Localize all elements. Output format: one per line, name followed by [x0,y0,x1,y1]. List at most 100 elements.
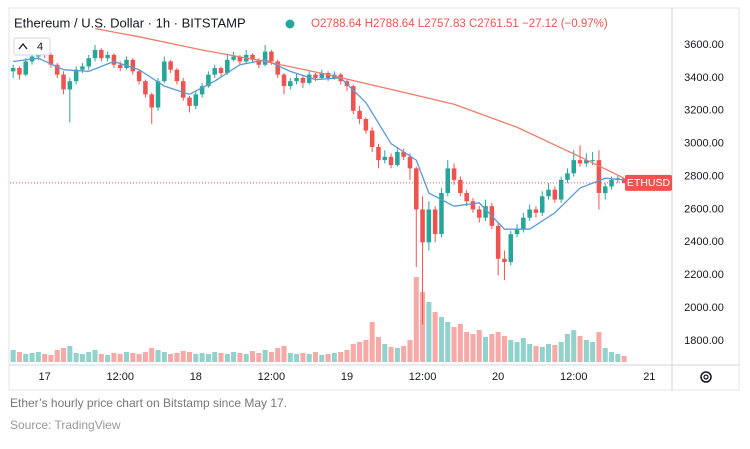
candle-body [571,160,577,174]
candle-body [382,156,388,161]
candle-body [584,160,589,164]
volume-bar [319,355,325,362]
volume-bar [268,352,274,362]
indicator-toggle[interactable]: 4 [13,37,51,56]
candle-body [426,209,432,243]
volume-bar [564,334,570,362]
volume-bar [401,346,407,362]
volume-bar [457,324,463,362]
y-tick-label: 2400.00 [684,236,724,248]
gear-hub [703,374,709,380]
candle-body [325,72,331,78]
volume-bar [438,317,444,362]
volume-bar [142,352,148,362]
candle-body [187,97,192,106]
candle-body [231,56,236,60]
candle-body [162,61,167,82]
volume-bar [249,351,256,362]
volume-bar [92,350,98,362]
candle-body [124,59,129,69]
gear-ring [700,371,712,383]
candle-body [155,81,161,108]
volume-bar [394,348,400,362]
candle-body [99,49,104,59]
volume-bar [105,355,111,362]
status-dot [285,19,295,29]
volume-bar [583,340,589,362]
moving-average [13,57,625,230]
x-tick-label: 19 [341,371,353,383]
candle-body [432,209,438,235]
x-tick-label: 12:00 [258,371,286,383]
volume-bar [382,344,388,362]
volume-bar [35,352,41,362]
volume-bar [73,353,79,362]
candle-body [483,206,488,218]
volume-bar [344,350,350,362]
candle-body [407,156,413,169]
volume-bar [281,346,287,362]
x-tick-label: 21 [643,371,655,383]
candle-body [357,110,362,120]
toggle-box[interactable] [13,37,51,56]
y-tick-label: 2600.00 [684,203,724,215]
y-tick-label: 2800.00 [684,170,724,182]
x-tick-label: 18 [190,371,202,383]
candle-body [363,119,369,131]
candle-body [546,189,551,197]
volume-bar [552,345,558,362]
volume-bar [186,352,193,362]
candle-body [206,74,211,87]
ohlc-values: O2788.64 H2788.64 L2757.83 C2761.51 −27.… [311,18,608,30]
volume-bar [218,353,224,362]
volume-bar [306,354,312,362]
candle-body [225,59,230,73]
candle-body [17,68,22,75]
volume-bar [61,348,67,362]
candle-body [596,160,602,194]
y-tick-label: 3400.00 [684,72,724,84]
candle-body [130,59,136,72]
volume-bar [420,292,426,362]
volume-bar [42,354,48,362]
candle-body [218,68,224,73]
price-tag-label: ETHUSD [627,177,671,189]
candle-body [552,189,558,200]
source: Source: TradingView [10,418,121,432]
volume-bar [476,330,482,362]
volume-bar [98,354,104,362]
candle-body [168,61,173,70]
x-tick-label: 20 [492,371,504,383]
candle-body [533,209,539,213]
volume-bar [237,353,243,362]
price-tag [625,174,672,191]
volume-bar [577,336,583,362]
volume-bar [224,354,230,362]
candle-body [250,54,255,60]
candle-body [149,94,154,108]
volume-bar [451,327,457,362]
volume-bar [596,332,602,362]
volume-bar [16,352,22,362]
candle-body [143,81,148,95]
candle-body [577,160,583,164]
volume-bar [174,353,180,362]
volume-bar [508,340,514,362]
candle-body [376,146,381,161]
legend-title: Ethereum / U.S. Dollar · 1h · BITSTAMP [14,15,246,30]
settings-gear[interactable] [700,371,712,383]
volume-bar [602,348,608,362]
volume-bar [489,334,495,362]
candle-body [609,179,614,187]
volume-bar [262,350,268,362]
candle-body [262,51,268,65]
candle-body [212,68,217,75]
volume-bar [546,344,552,362]
volume-bar [294,354,300,362]
volume-bar [571,330,577,362]
volume-bar [533,346,539,362]
moving-average [94,27,625,179]
y-tick-label: 3200.00 [684,105,724,117]
volume-bar [79,354,85,362]
